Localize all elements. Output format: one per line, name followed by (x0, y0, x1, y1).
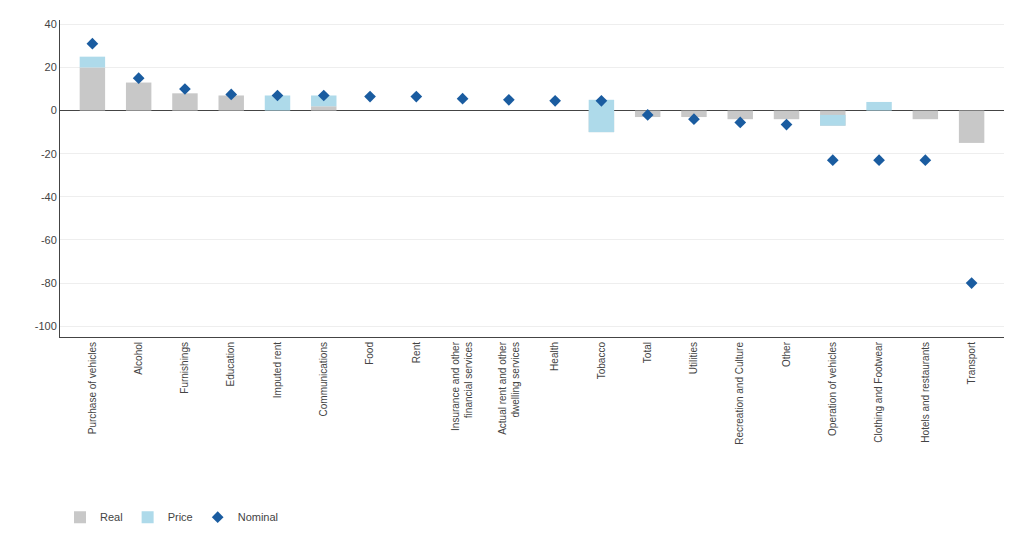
svg-text:Actual rent and otherdwelling: Actual rent and otherdwelling services (497, 341, 521, 435)
svg-text:Rent: Rent (411, 342, 422, 363)
svg-text:Other: Other (781, 341, 792, 367)
svg-text:Nominal: Nominal (238, 511, 278, 523)
svg-text:-100: -100 (35, 320, 57, 332)
svg-text:Food: Food (364, 342, 375, 365)
svg-text:Communications: Communications (318, 342, 329, 416)
svg-text:Insurance and otherfinancial s: Insurance and otherfinancial services (450, 341, 474, 431)
svg-text:Utilities: Utilities (688, 342, 699, 374)
svg-text:Purchase of vehicles: Purchase of vehicles (87, 342, 98, 434)
svg-text:Real: Real (100, 511, 123, 523)
svg-text:Price: Price (168, 511, 193, 523)
svg-text:0: 0 (51, 104, 57, 116)
svg-text:Hotels and restaurants: Hotels and restaurants (920, 342, 931, 443)
svg-text:-80: -80 (41, 277, 57, 289)
svg-text:-40: -40 (41, 191, 57, 203)
svg-text:Recreation and Culture: Recreation and Culture (734, 342, 745, 445)
svg-text:-60: -60 (41, 234, 57, 246)
svg-text:Education: Education (225, 342, 236, 386)
svg-text:-20: -20 (41, 148, 57, 160)
svg-text:40: 40 (45, 18, 57, 30)
svg-text:Operation of vehicles: Operation of vehicles (827, 342, 838, 436)
svg-text:Clothing and Footwear: Clothing and Footwear (873, 341, 884, 442)
svg-text:Transport: Transport (966, 342, 977, 385)
svg-text:Tobacco: Tobacco (596, 342, 607, 380)
svg-text:Health: Health (549, 342, 560, 371)
svg-text:Total: Total (642, 342, 653, 363)
svg-text:20: 20 (45, 61, 57, 73)
svg-text:Alcohol: Alcohol (133, 342, 144, 375)
svg-text:Imputed rent: Imputed rent (272, 342, 283, 398)
svg-text:Furnishings: Furnishings (179, 342, 190, 394)
